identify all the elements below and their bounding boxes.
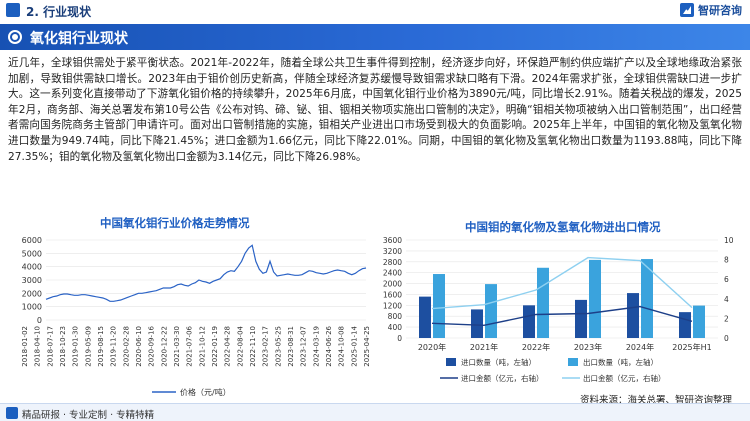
left-tick-label: 1600 — [383, 290, 402, 299]
x-tick-label: 2020-09-16 — [148, 325, 156, 366]
left-tick-label: 2000 — [383, 280, 402, 289]
x-category-label: 2022年 — [522, 342, 550, 352]
x-tick-label: 2019-05-09 — [84, 326, 92, 367]
left-tick-label: 2400 — [383, 269, 402, 278]
section-marker-icon — [6, 3, 20, 17]
body-paragraph: 近几年，全球钼供需处于紧平衡状态。2021年-2022年，随着全球公共卫生事件得… — [8, 57, 742, 163]
footer-bar: 精品研报 · 专业定制 · 专精特精 — [0, 403, 750, 421]
x-tick-label: 2023-12-07 — [300, 326, 308, 367]
right-tick-label: 10 — [724, 236, 734, 245]
legend-label: 进口金额（亿元，右轴） — [461, 373, 544, 383]
legend-label: 进口数量（吨，左轴） — [461, 357, 536, 367]
left-tick-label: 3200 — [383, 247, 402, 256]
footer-slogan: 精品研报 · 专业定制 · 专精特精 — [22, 410, 155, 421]
import-qty-bar — [627, 293, 639, 338]
x-tick-label: 2021-03-30 — [173, 326, 181, 367]
y-tick-label: 3000 — [22, 276, 42, 285]
x-tick-label: 2022-08-04 — [236, 325, 244, 366]
x-category-label: 2025年H1 — [672, 342, 711, 352]
y-tick-label: 1000 — [22, 303, 42, 312]
y-tick-label: 6000 — [22, 236, 42, 245]
left-tick-label: 3600 — [383, 236, 402, 245]
export-qty-bar — [589, 259, 601, 338]
left-tick-label: 2800 — [383, 258, 402, 267]
right-tick-label: 0 — [724, 334, 729, 343]
x-tick-label: 2022-04-28 — [224, 326, 232, 367]
export-qty-bar — [641, 259, 653, 338]
export-qty-bar — [693, 305, 705, 338]
x-tick-label: 2024-03-19 — [312, 326, 320, 367]
x-tick-label: 2024-06-26 — [325, 325, 333, 366]
x-tick-label: 2022-11-10 — [249, 326, 257, 367]
import-amount-line — [431, 305, 693, 327]
legend-label: 出口金额（亿元，右轴） — [583, 373, 666, 383]
x-tick-label: 2018-10-23 — [59, 326, 67, 367]
brand-name: 智研咨询 — [698, 4, 742, 17]
brand-logo: 智研咨询 — [680, 2, 742, 18]
data-source: 资料来源：海关总署、智研咨询整理 — [579, 395, 732, 406]
x-tick-label: 2018-07-17 — [46, 326, 54, 367]
x-tick-label: 2023-02-17 — [262, 326, 270, 367]
y-tick-label: 4000 — [22, 263, 42, 272]
right-tick-label: 8 — [724, 256, 729, 265]
price-chart-title: 中国氧化钼行业价格走势情况 — [100, 216, 250, 230]
import-qty-bar — [419, 296, 431, 338]
import-qty-bar — [575, 299, 587, 338]
x-tick-label: 2025-01-14 — [350, 325, 358, 366]
x-tick-label: 2024-10-08 — [338, 326, 346, 367]
right-tick-label: 4 — [724, 295, 729, 304]
export-amount-line — [431, 256, 693, 310]
title-bullet-icon — [8, 30, 22, 44]
right-tick-label: 2 — [724, 314, 729, 323]
export-qty-bar — [433, 274, 445, 338]
x-tick-label: 2020-06-10 — [135, 326, 143, 367]
title-bar: 氧化钼行业现状 — [0, 24, 750, 50]
price-series-line — [45, 244, 367, 302]
x-category-label: 2023年 — [574, 342, 602, 352]
top-bar: 2. 行业现状 智研咨询 — [0, 0, 750, 22]
x-category-label: 2024年 — [626, 342, 654, 352]
x-category-label: 2020年 — [418, 342, 446, 352]
page-title: 氧化钼行业现状 — [30, 31, 128, 47]
left-tick-label: 0 — [397, 334, 402, 343]
legend-swatch — [446, 358, 456, 366]
y-tick-label: 5000 — [22, 249, 42, 258]
left-tick-label: 1200 — [383, 301, 402, 310]
x-tick-label: 2018-01-02 — [21, 326, 29, 367]
left-tick-label: 800 — [388, 312, 403, 321]
y-tick-label: 0 — [37, 316, 42, 325]
import-qty-bar — [523, 305, 535, 338]
y-tick-label: 2000 — [22, 289, 42, 298]
x-tick-label: 2019-08-15 — [97, 326, 105, 367]
x-tick-label: 2018-04-10 — [34, 326, 42, 367]
left-tick-label: 400 — [388, 323, 403, 332]
x-tick-label: 2023-08-31 — [287, 326, 295, 367]
x-tick-label: 2021-07-06 — [186, 325, 194, 366]
legend-swatch — [568, 358, 578, 366]
x-tick-label: 2019-01-30 — [72, 326, 80, 367]
x-tick-label: 2023-05-25 — [274, 326, 282, 367]
x-tick-label: 2025-04-25 — [363, 326, 371, 367]
x-tick-label: 2021-10-12 — [198, 326, 206, 367]
import-qty-bar — [679, 312, 691, 338]
legend-label: 价格（元/吨） — [180, 387, 231, 397]
legend-label: 出口数量（吨，左轴） — [583, 357, 658, 367]
export-qty-bar — [485, 284, 497, 338]
x-tick-label: 2022-01-19 — [211, 326, 219, 367]
footer-logo-icon — [6, 407, 18, 419]
price-trend-chart: 0 1000 2000 3000 4000 5000 6000 2018-01-02 2018-… — [21, 236, 371, 397]
trade-chart-title: 中国钼的氧化物及氢氧化物进出口情况 — [465, 220, 661, 234]
x-category-label: 2021年 — [470, 342, 498, 352]
x-tick-label: 2020-02-28 — [122, 326, 130, 367]
section-title: 2. 行业现状 — [26, 5, 92, 19]
import-qty-bar — [471, 309, 483, 338]
export-qty-bar — [537, 267, 549, 338]
x-tick-label: 2019-11-20 — [110, 326, 118, 367]
brand-logo-icon — [680, 3, 694, 17]
right-tick-label: 6 — [724, 275, 729, 284]
x-tick-label: 2020-12-22 — [160, 326, 168, 367]
